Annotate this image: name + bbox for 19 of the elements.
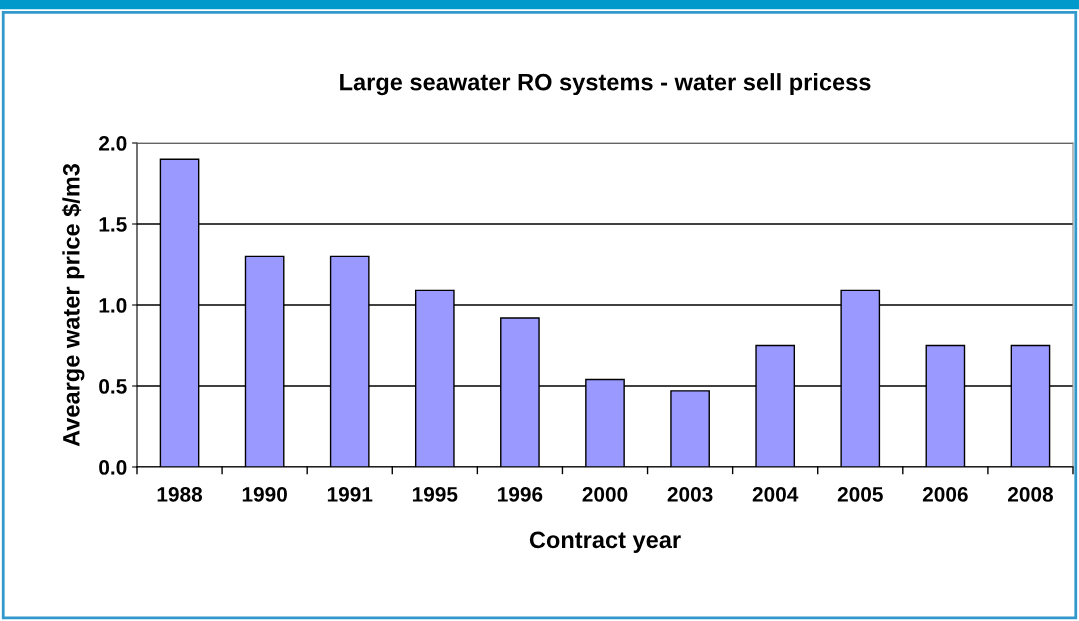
x-axis-title: Contract year xyxy=(529,531,681,553)
y-tick-label: 1.5 xyxy=(99,217,127,232)
x-tick-label: 2000 xyxy=(582,486,628,502)
y-tick-label: 0.5 xyxy=(99,379,127,394)
x-tick-label: 1996 xyxy=(498,486,543,502)
x-tick-label: 1988 xyxy=(157,486,203,502)
x-tick-label: 1995 xyxy=(412,486,458,502)
x-tick-label: 2005 xyxy=(837,486,883,502)
x-tick-label: 2006 xyxy=(922,486,968,502)
chart-title: Large seawater RO systems - water sell pricess xyxy=(340,73,871,96)
y-axis-title: Avearge water price $/m3 xyxy=(61,163,85,447)
x-tick-label: 2003 xyxy=(667,486,713,502)
y-tick-label: 1.0 xyxy=(99,298,127,313)
y-tick-label: 0.0 xyxy=(99,460,127,475)
y-tick-label: 2.0 xyxy=(99,136,127,151)
x-tick-label: 1990 xyxy=(242,486,287,502)
x-tick-label: 1991 xyxy=(327,486,373,502)
x-tick-label: 2004 xyxy=(752,486,799,502)
x-tick-label: 2008 xyxy=(1008,486,1053,502)
